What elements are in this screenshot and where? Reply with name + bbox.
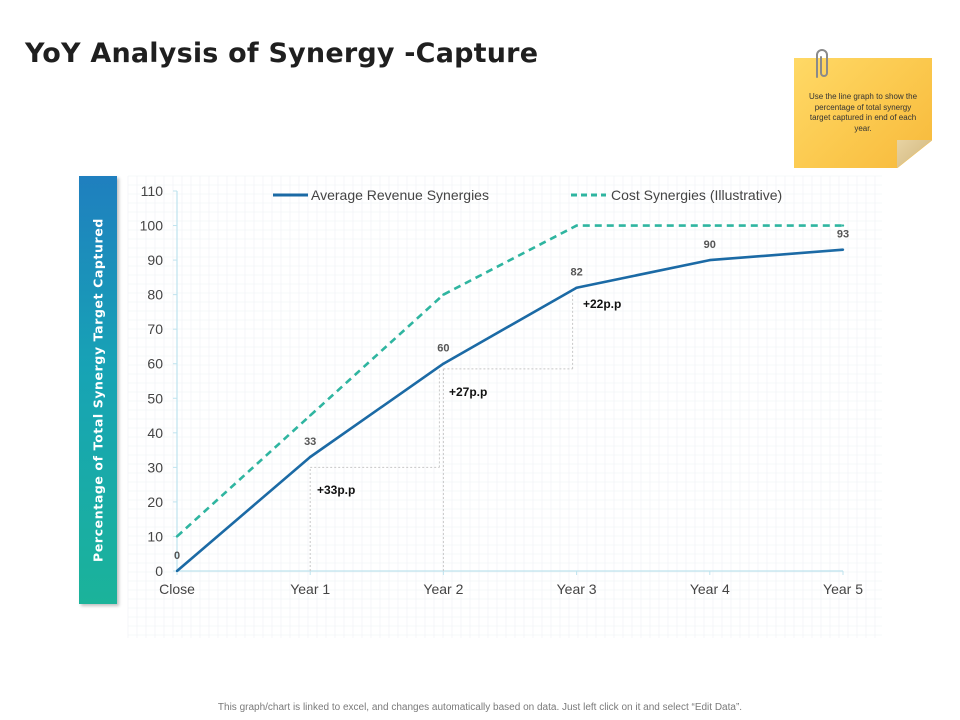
- data-label: 93: [837, 229, 849, 241]
- sticky-note-text: Use the line graph to show the percentag…: [808, 92, 918, 133]
- y-tick-label: 30: [147, 459, 163, 475]
- legend-revenue-label: Average Revenue Synergies: [311, 187, 489, 203]
- footer-note: This graph/chart is linked to excel, and…: [217, 702, 743, 713]
- cost-point: [575, 224, 578, 227]
- y-tick-label: 0: [155, 563, 163, 579]
- y-tick-label: 100: [140, 218, 164, 234]
- y-tick-label: 40: [147, 425, 163, 441]
- step-annotation: +22p.p: [583, 297, 621, 311]
- data-label: 0: [174, 550, 180, 562]
- y-tick-label: 60: [147, 356, 163, 372]
- cost-point: [442, 293, 445, 296]
- paperclip-icon: [816, 49, 828, 78]
- revenue-point: [442, 362, 445, 365]
- cost-point: [309, 414, 312, 417]
- y-tick-label: 80: [147, 287, 163, 303]
- revenue-point: [175, 569, 179, 573]
- revenue-point: [708, 258, 711, 262]
- y-tick-label: 90: [147, 252, 163, 268]
- y-tick-label: 110: [141, 183, 164, 199]
- y-tick-label: 70: [147, 321, 163, 337]
- legend-cost-label: Cost Synergies (Illustrative): [611, 187, 782, 203]
- x-tick-label: Year 4: [690, 581, 730, 597]
- cost-synergies-line: [176, 224, 843, 538]
- cost-point: [175, 535, 179, 538]
- data-label: 60: [437, 343, 449, 355]
- y-tick-label: 10: [147, 528, 163, 544]
- step-annotation: +27p.p: [449, 385, 487, 399]
- x-tick-label: Close: [159, 581, 195, 597]
- page-title: YoY Analysis of Synergy -Capture: [25, 38, 539, 69]
- revenue-synergies-line: [176, 248, 844, 572]
- cost-point: [708, 224, 711, 227]
- cost-point: [841, 224, 845, 227]
- revenue-point: [309, 455, 312, 459]
- x-tick-label: Year 5: [823, 581, 863, 597]
- step-annotation: +33p.p: [317, 483, 355, 497]
- x-tick-label: Year 2: [423, 581, 463, 597]
- revenue-point: [841, 248, 845, 251]
- y-tick-label: 20: [147, 494, 163, 510]
- revenue-point: [575, 286, 578, 289]
- data-label: 90: [704, 239, 716, 251]
- x-tick-label: Year 3: [557, 581, 597, 597]
- data-label: 82: [570, 267, 582, 279]
- y-axis-banner: [79, 176, 117, 604]
- x-tick-label: Year 1: [290, 581, 330, 597]
- data-label: 33: [304, 436, 316, 448]
- y-tick-label: 50: [147, 390, 163, 406]
